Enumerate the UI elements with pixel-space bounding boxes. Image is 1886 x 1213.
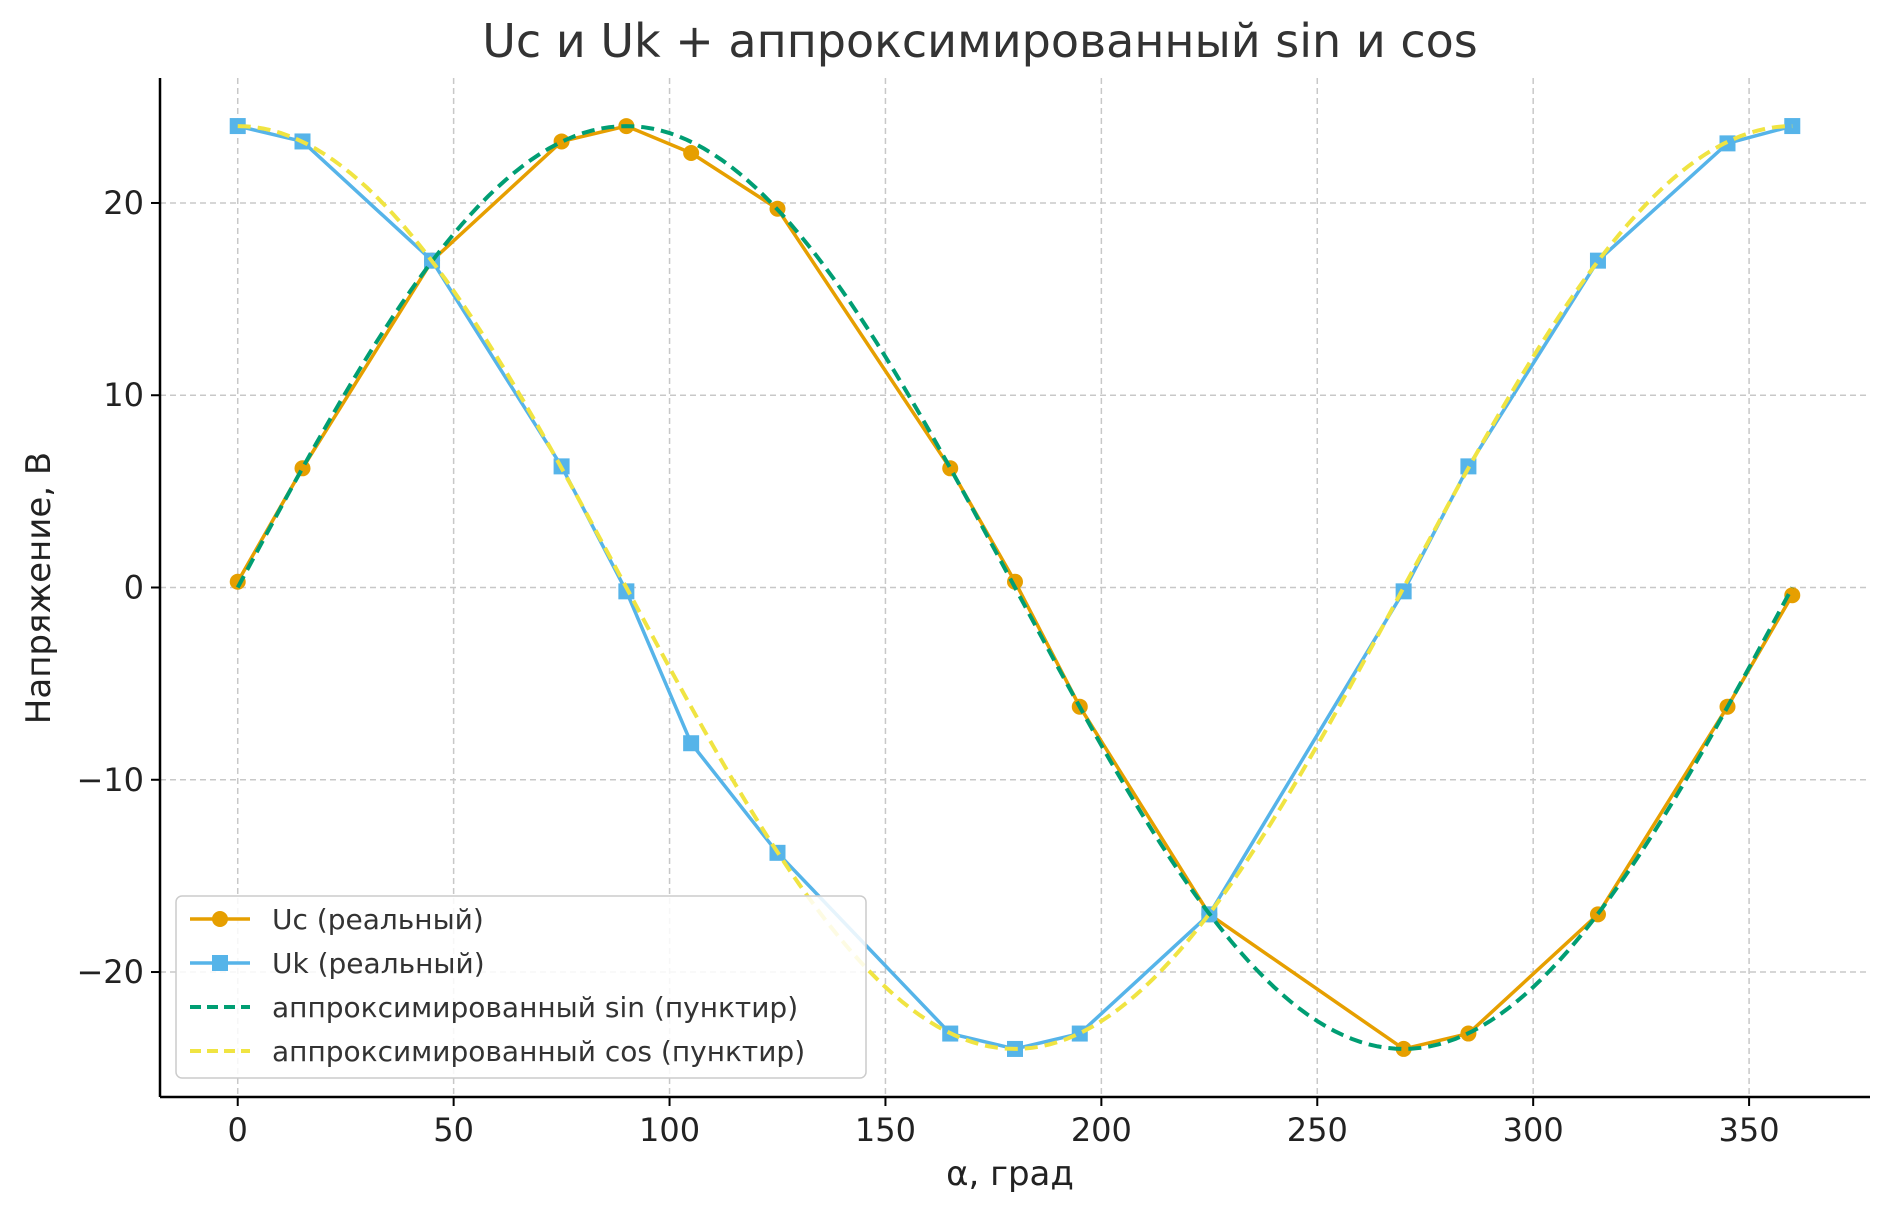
x-tick-label: 100: [639, 1111, 700, 1149]
series-line: [235, 124, 1795, 1051]
legend-label: Uk (реальный): [272, 947, 485, 980]
y-tick-label: 20: [103, 184, 144, 222]
legend-item: Uk (реальный): [190, 947, 485, 980]
legend-frame: [175, 895, 867, 1079]
legend-items: Uc (реальный) Uk (реальный) аппроксимирова…: [190, 903, 805, 1068]
series-line: [237, 124, 1793, 1051]
series-line: [237, 124, 1793, 1051]
data-point: [229, 118, 246, 135]
series-line: [236, 124, 1794, 1051]
data-point: [1007, 573, 1023, 590]
legend: Uc (реальный) Uk (реальный) аппроксимирова…: [175, 895, 867, 1079]
data-point: [1395, 1040, 1412, 1057]
x-tick-label: 50: [433, 1111, 474, 1149]
x-tick-label: 0: [228, 1111, 248, 1149]
tick-layer: 0 50 100 150 200 250 300 350 −20 −10 0 10 20: [76, 184, 1779, 1149]
series-2: [235, 124, 1795, 1051]
series-layer: [229, 118, 1801, 1057]
y-tick-label: −20: [76, 953, 144, 991]
x-tick-label: 150: [855, 1111, 916, 1149]
data-point: [942, 460, 959, 477]
x-tick-label: 350: [1719, 1111, 1780, 1149]
legend-label: аппроксимированный sin (пунктир): [272, 991, 798, 1024]
data-point: [683, 735, 700, 752]
y-tick-label: 10: [103, 376, 144, 414]
series-3: [237, 124, 1793, 1051]
data-point: [1071, 1025, 1088, 1042]
data-point: [212, 911, 228, 927]
data-point: [212, 955, 228, 971]
y-tick-label: 0: [124, 569, 144, 607]
legend-label: Uc (реальный): [272, 903, 484, 936]
x-tick-label: 300: [1503, 1111, 1564, 1149]
x-tick-label: 200: [1071, 1111, 1132, 1149]
chart-title: Uc и Uk + аппроксимированный sin и cos: [482, 14, 1478, 68]
data-point: [294, 460, 311, 477]
y-tick-label: −10: [76, 761, 144, 799]
data-point: [1784, 118, 1801, 135]
y-axis-label: Напряжение, В: [19, 452, 59, 724]
x-tick-label: 250: [1287, 1111, 1348, 1149]
legend-item: аппроксимированный sin (пунктир): [190, 991, 798, 1024]
legend-item: аппроксимированный cos (пунктир): [190, 1035, 805, 1068]
legend-item: Uc (реальный): [190, 903, 484, 936]
legend-label: аппроксимированный cos (пунктир): [272, 1035, 805, 1068]
data-point: [683, 144, 700, 161]
data-point: [553, 133, 570, 150]
x-axis-label: α, град: [946, 1154, 1074, 1194]
